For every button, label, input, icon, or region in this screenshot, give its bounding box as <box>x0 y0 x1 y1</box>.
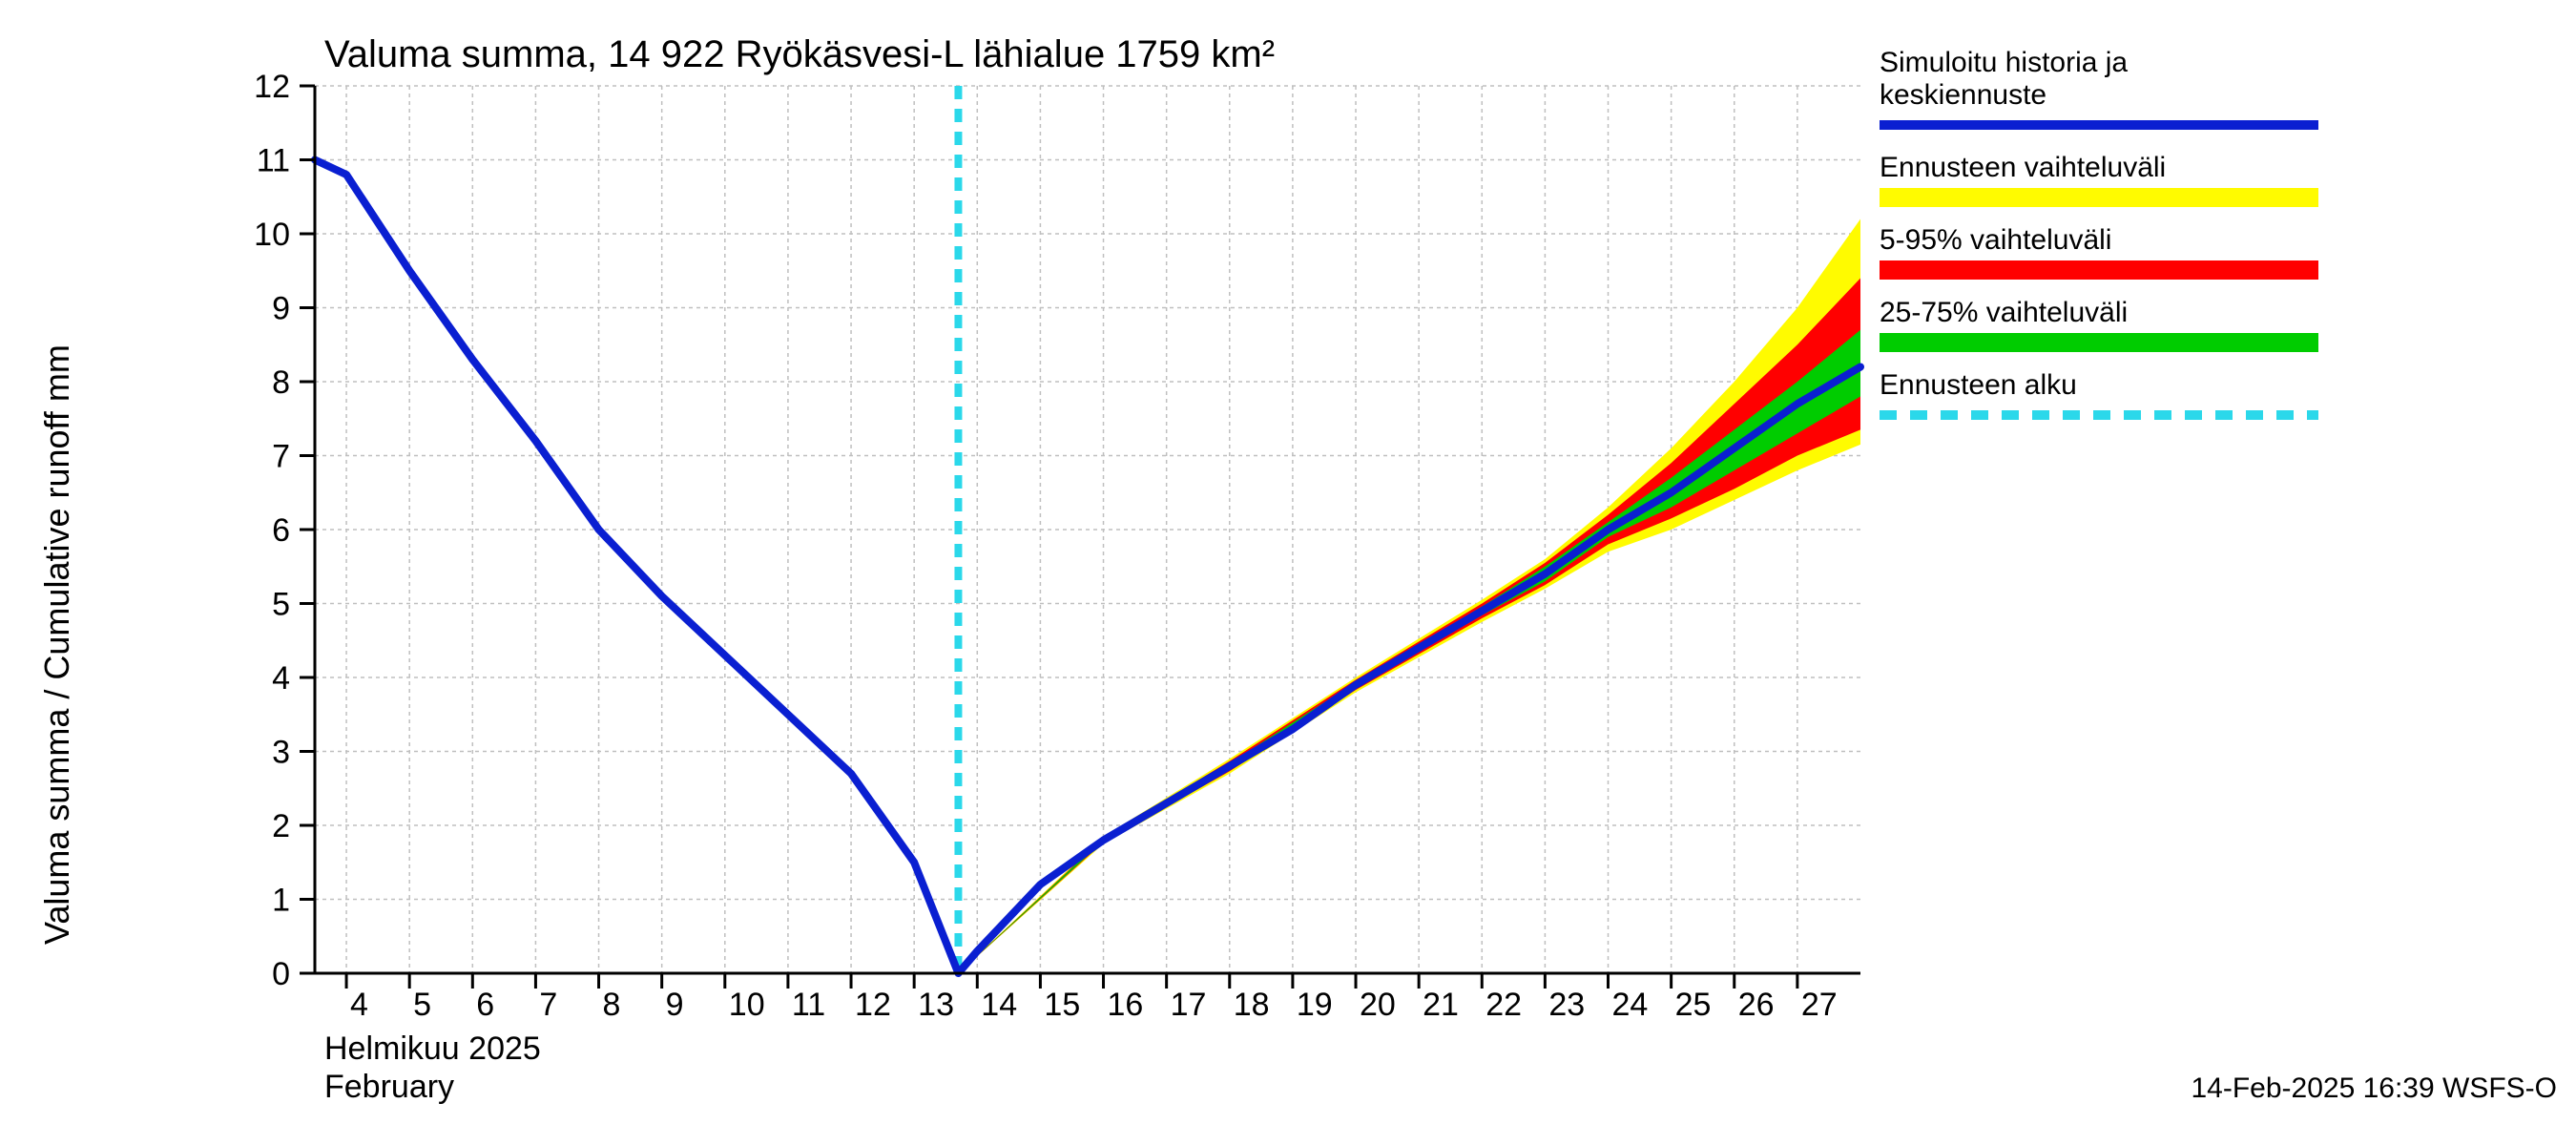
legend-swatch <box>1880 260 2318 280</box>
x-tick-label: 7 <box>539 987 557 1023</box>
x-month-en: February <box>324 1069 454 1105</box>
x-tick-label: 16 <box>1108 987 1144 1023</box>
x-tick-label: 12 <box>855 987 891 1023</box>
x-tick-label: 24 <box>1612 987 1649 1023</box>
y-tick-label: 7 <box>272 439 290 475</box>
legend-swatch <box>1880 188 2318 207</box>
legend-label: Simuloitu historia ja <box>1880 47 2128 78</box>
x-tick-label: 21 <box>1423 987 1459 1023</box>
x-tick-label: 15 <box>1044 987 1080 1023</box>
plot-area: 0123456789101112456789101112131415161718… <box>254 69 1860 1023</box>
x-tick-label: 17 <box>1171 987 1207 1023</box>
x-tick-label: 23 <box>1548 987 1585 1023</box>
y-tick-label: 3 <box>272 735 290 771</box>
y-tick-label: 10 <box>254 217 290 253</box>
legend-label: keskiennuste <box>1880 79 2046 111</box>
x-tick-label: 19 <box>1297 987 1333 1023</box>
legend-label: 25-75% vaihteluväli <box>1880 297 2128 328</box>
y-tick-label: 1 <box>272 883 290 919</box>
legend: Simuloitu historia jakeskiennuste Ennuste… <box>1880 47 2318 415</box>
y-tick-label: 4 <box>272 660 290 697</box>
y-tick-label: 0 <box>272 956 290 992</box>
x-tick-label: 18 <box>1234 987 1270 1023</box>
x-tick-label: 9 <box>666 987 684 1023</box>
x-tick-label: 20 <box>1360 987 1396 1023</box>
y-tick-label: 6 <box>272 512 290 549</box>
y-tick-label: 12 <box>254 69 290 105</box>
legend-label: 5-95% vaihteluväli <box>1880 224 2111 256</box>
x-tick-label: 8 <box>603 987 621 1023</box>
legend-label: Ennusteen alku <box>1880 369 2077 401</box>
x-tick-label: 11 <box>792 987 825 1023</box>
x-tick-label: 22 <box>1485 987 1522 1023</box>
x-tick-label: 27 <box>1801 987 1838 1023</box>
x-tick-label: 4 <box>350 987 368 1023</box>
footer-timestamp: 14-Feb-2025 16:39 WSFS-O <box>2191 1072 2557 1104</box>
x-tick-label: 10 <box>729 987 765 1023</box>
x-tick-label: 6 <box>476 987 494 1023</box>
y-tick-label: 5 <box>272 587 290 623</box>
y-tick-label: 9 <box>272 291 290 327</box>
chart-title: Valuma summa, 14 922 Ryökäsvesi-L lähial… <box>324 33 1275 75</box>
y-tick-label: 2 <box>272 808 290 844</box>
y-tick-label: 8 <box>272 364 290 401</box>
y-tick-label: 11 <box>257 143 290 179</box>
x-tick-label: 13 <box>918 987 954 1023</box>
runoff-chart: Valuma summa, 14 922 Ryökäsvesi-L lähial… <box>0 0 2576 1145</box>
x-tick-label: 5 <box>413 987 431 1023</box>
legend-swatch <box>1880 333 2318 352</box>
y-axis-label: Valuma summa / Cumulative runoff mm <box>37 344 76 945</box>
x-tick-label: 25 <box>1675 987 1712 1023</box>
legend-label: Ennusteen vaihteluväli <box>1880 152 2166 183</box>
x-tick-label: 26 <box>1738 987 1775 1023</box>
x-month-fi: Helmikuu 2025 <box>324 1030 541 1067</box>
x-tick-label: 14 <box>981 987 1017 1023</box>
